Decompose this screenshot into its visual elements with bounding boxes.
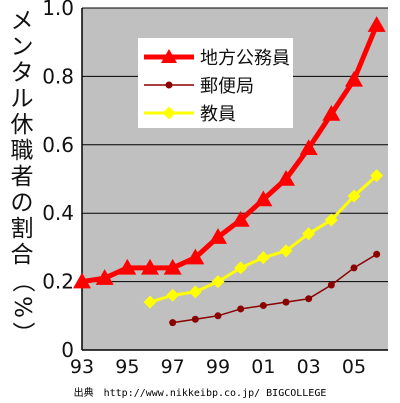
data-point-series-0 [163, 258, 182, 275]
data-point-series-1 [237, 305, 245, 313]
data-point-series-0 [95, 269, 114, 285]
data-point-series-2 [166, 288, 180, 302]
data-point-series-1 [350, 264, 358, 272]
data-point-series-0 [277, 170, 295, 186]
data-point-series-0 [231, 211, 250, 227]
data-point-series-0 [118, 258, 137, 275]
data-point-series-0 [73, 272, 91, 289]
y-tick-label: 0 [61, 338, 74, 362]
data-point-series-0 [254, 190, 273, 207]
y-axis-label-char: タ [10, 60, 34, 86]
y-axis-label-char: 職 [10, 138, 34, 164]
y-tick-label: 0.4 [42, 201, 74, 225]
data-point-series-2 [347, 189, 361, 203]
data-point-series-1 [282, 298, 290, 306]
y-axis-label-char: 休 [10, 112, 34, 138]
data-point-series-1 [327, 281, 335, 289]
data-point-series-1 [169, 319, 177, 327]
x-tick-label: 95 [115, 356, 139, 378]
data-point-series-0 [141, 258, 159, 275]
x-tick-label: 05 [342, 356, 366, 378]
y-tick-label: 0.2 [42, 270, 74, 294]
y-axis-label-char: 割 [10, 216, 34, 242]
data-point-series-2 [143, 295, 157, 309]
legend-swatch-marker [161, 49, 177, 63]
data-point-series-0 [186, 248, 205, 265]
data-point-series-0 [209, 228, 227, 244]
source-credit: 出典 http://www.nikkeibp.co.jp/ BIGCOLLEGE [73, 388, 327, 399]
x-tick-label: 03 [297, 356, 321, 378]
y-axis-label-char: の [10, 190, 34, 216]
data-point-series-0 [345, 70, 363, 87]
y-axis-label: メンタル休職者の割合（%） [4, 8, 40, 353]
y-axis-label-char: メ [10, 8, 34, 34]
y-tick-label: 0.6 [42, 133, 74, 157]
data-point-series-1 [259, 302, 267, 310]
data-point-series-2 [234, 261, 248, 275]
data-point-series-1 [305, 295, 313, 303]
y-axis-label-char: 者 [10, 164, 34, 190]
legend-label: 教員 [200, 104, 236, 125]
legend-label: 郵便局 [200, 76, 254, 97]
data-point-series-2 [324, 213, 338, 227]
data-point-series-0 [367, 16, 386, 32]
data-point-series-2 [256, 251, 270, 265]
data-point-series-0 [299, 139, 318, 155]
x-tick-label: 93 [70, 356, 94, 378]
x-tick-label: 99 [206, 356, 230, 378]
data-point-series-1 [191, 315, 199, 323]
data-point-series-2 [302, 227, 316, 241]
legend-swatch-marker [162, 106, 176, 120]
x-tick-label: 01 [251, 356, 275, 378]
legend-label: 地方公務員 [200, 48, 290, 69]
data-point-series-2 [211, 275, 225, 289]
data-point-series-0 [322, 105, 341, 121]
y-axis-label-char: ン [10, 34, 34, 60]
x-tick-label: 97 [161, 356, 185, 378]
legend-swatch-marker [165, 81, 173, 89]
y-axis-label-char: ル [10, 86, 34, 112]
y-tick-label: 0.8 [42, 64, 74, 88]
y-axis-label-char: 合 [10, 242, 34, 268]
series-line-1 [172, 253, 378, 324]
data-point-series-2 [279, 244, 293, 258]
data-point-series-2 [188, 285, 202, 299]
y-tick-label: 1.0 [42, 0, 74, 20]
data-point-series-1 [373, 250, 381, 258]
data-point-series-1 [214, 312, 222, 320]
data-point-series-2 [370, 169, 384, 183]
